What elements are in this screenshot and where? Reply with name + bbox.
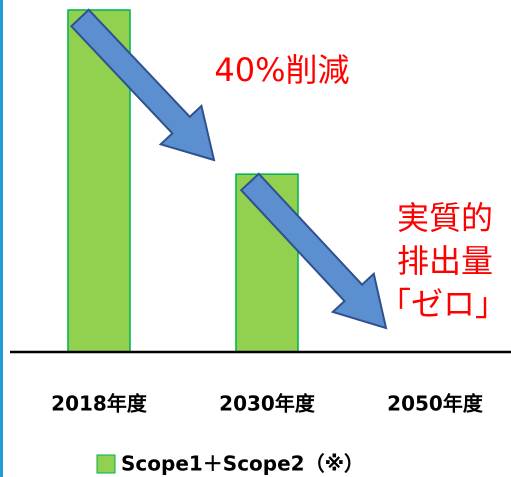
left-border: [0, 0, 3, 477]
annotation: 「ゼロ」: [379, 285, 507, 323]
legend-label: Scope1＋Scope2（※）: [121, 452, 364, 476]
arrows: [69, 8, 388, 330]
arrow: [69, 8, 216, 162]
annotation: 排出量: [397, 242, 493, 280]
annotation: 40%削減: [214, 51, 349, 89]
x-tick-label: 2030年度: [219, 392, 316, 416]
legend-swatch: [96, 454, 116, 474]
x-tick-label: 2050年度: [387, 392, 484, 416]
annotation: 実質的: [397, 199, 493, 237]
x-tick-label: 2018年度: [51, 392, 148, 416]
arrow: [239, 172, 388, 330]
